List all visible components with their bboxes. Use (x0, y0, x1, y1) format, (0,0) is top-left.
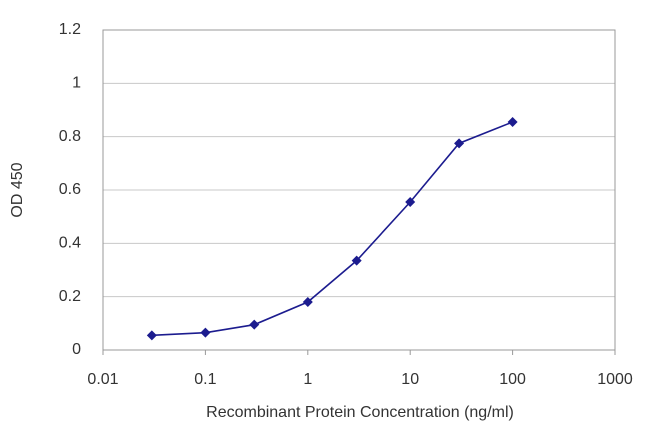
data-point (405, 197, 416, 207)
x-tick-label: 10 (401, 371, 419, 388)
x-tick-label: 0.1 (194, 371, 216, 388)
y-tick-label: 0.4 (59, 235, 81, 252)
series-line (151, 121, 513, 337)
data-point (507, 117, 518, 127)
x-tick-label: 1000 (597, 371, 633, 388)
data-point (146, 330, 157, 341)
x-axis-label: Recombinant Protein Concentration (ng/ml… (206, 404, 514, 421)
y-tick-label: 0 (72, 341, 81, 358)
x-tick-label: 1 (303, 371, 312, 388)
y-tick-label: 0.6 (59, 181, 81, 198)
y-tick-label: 0.8 (59, 128, 81, 145)
data-point (302, 297, 313, 307)
data-point (351, 255, 362, 266)
y-tick-label: 1 (72, 75, 81, 92)
plot-frame (102, 29, 616, 351)
y-tick-label: 1.2 (59, 21, 81, 38)
data-point (249, 319, 260, 330)
y-tick-label: 0.2 (59, 288, 81, 305)
y-axis-label: OD 450 (9, 162, 26, 217)
x-tick-label: 100 (499, 371, 526, 388)
x-tick-label: 0.01 (87, 371, 118, 388)
data-point (200, 327, 211, 338)
data-point (454, 138, 465, 149)
